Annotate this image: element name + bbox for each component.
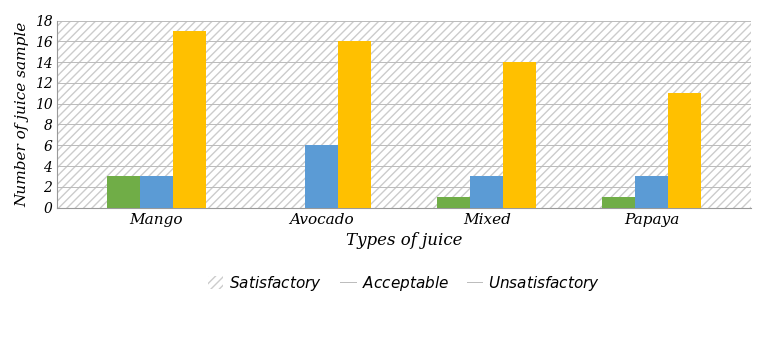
Bar xyxy=(305,145,338,208)
Bar xyxy=(139,177,173,208)
Bar xyxy=(669,93,702,208)
Bar xyxy=(437,197,470,208)
Bar xyxy=(635,177,669,208)
Bar xyxy=(470,177,503,208)
Legend: $\it{Satisfactory}$, $\it{Acceptable}$, $\it{Unsatisfactory}$: $\it{Satisfactory}$, $\it{Acceptable}$, … xyxy=(201,268,607,299)
Y-axis label: Number of juice sample: Number of juice sample xyxy=(15,21,29,207)
Bar xyxy=(503,62,536,208)
Bar xyxy=(106,177,139,208)
Bar xyxy=(338,41,371,208)
X-axis label: Types of juice: Types of juice xyxy=(345,232,463,249)
Bar xyxy=(173,31,206,208)
Bar xyxy=(602,197,635,208)
